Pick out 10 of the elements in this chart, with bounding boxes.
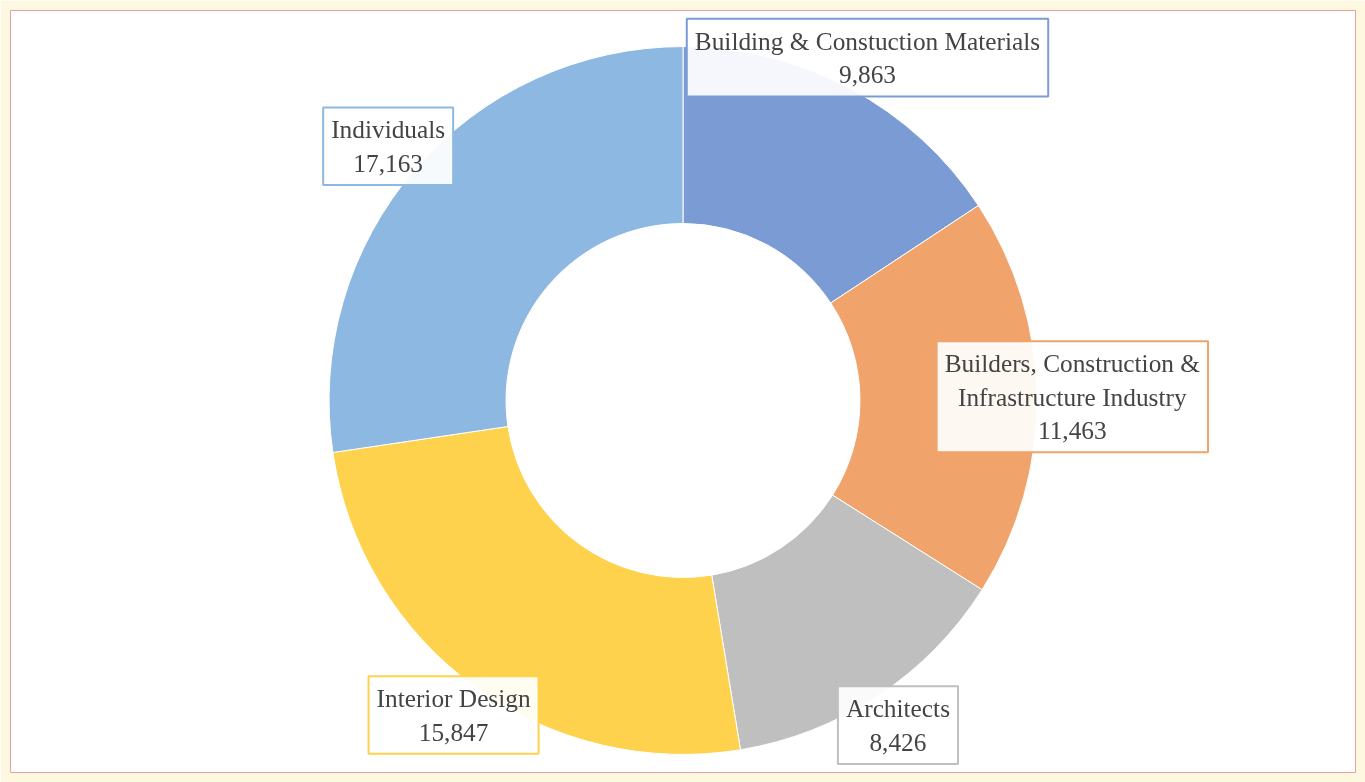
slice-label: Architects (845, 694, 950, 723)
slice-label: Builders, Construction & Infrastructure Industry (944, 349, 1201, 411)
data-label: 8,426 (869, 727, 927, 756)
slice-label: Building & Constuction Materials (694, 26, 1041, 55)
slice-label: Individuals (331, 115, 446, 144)
data-label: 9,863 (839, 60, 897, 89)
data-label: 11,463 (1037, 416, 1107, 445)
data-label: 15,847 (418, 717, 489, 746)
slice-label: Interior Design (376, 684, 531, 713)
data-label: 17,163 (353, 149, 423, 178)
